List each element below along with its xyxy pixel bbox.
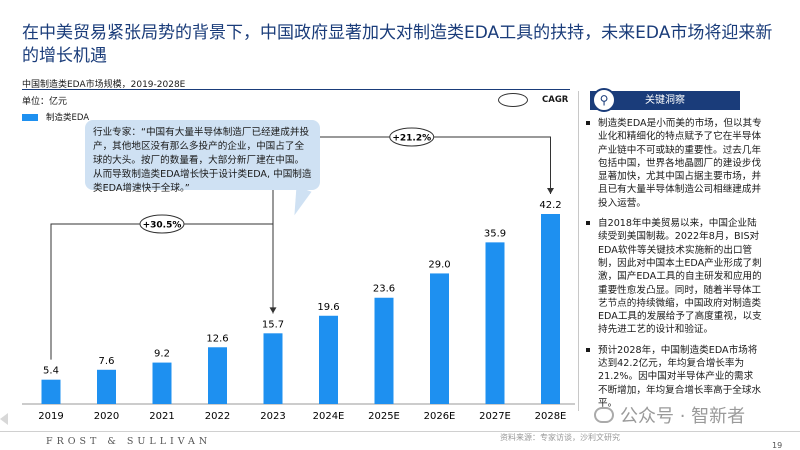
x-tick-label: 2022 — [205, 411, 230, 422]
chart-legend: 制造类EDA — [22, 111, 89, 123]
watermark: 公众号 · 智新者 — [594, 402, 745, 428]
bar-2028E — [541, 214, 560, 404]
page-number: 19 — [772, 441, 783, 450]
footer-rule — [0, 431, 800, 432]
divider — [578, 91, 579, 411]
value-label: 5.4 — [43, 366, 59, 377]
watermark-text: 公众号 · 智新者 — [620, 406, 746, 427]
value-label: 35.9 — [484, 228, 506, 239]
bar-2024E — [319, 315, 338, 404]
bar-2022 — [208, 347, 227, 404]
value-label: 7.6 — [99, 356, 115, 367]
x-tick-label: 2025E — [368, 411, 400, 422]
bar-2025E — [374, 297, 394, 404]
brand-logo: FROST & SULLIVAN — [46, 436, 212, 447]
cagr-oval-icon — [498, 93, 528, 107]
x-tick-label: 2024E — [313, 411, 345, 422]
cagr-bracket — [50, 223, 274, 360]
x-tick-label: 2026E — [424, 411, 456, 422]
x-tick-label: 2023 — [260, 411, 285, 422]
x-tick-label: 2028E — [535, 411, 567, 422]
value-label: 9.2 — [154, 349, 170, 360]
value-label: 15.7 — [262, 319, 284, 330]
value-label: 19.6 — [317, 302, 339, 313]
previous-slide-arrow-icon[interactable] — [0, 413, 8, 425]
unit-label: 单位：亿元 — [22, 97, 68, 107]
wechat-icon — [594, 407, 614, 423]
cagr-legend-label: CAGR — [542, 95, 569, 105]
subtitle-rule — [22, 89, 570, 90]
value-label: 29.0 — [428, 259, 450, 270]
bar-2019 — [41, 379, 61, 404]
bar-2023 — [263, 333, 283, 404]
insight-bullet: 自2018年中美贸易以来，中国企业陆续受到美国制裁。2022年8月，BIS对ED… — [586, 217, 762, 337]
cagr-legend: CAGR — [498, 93, 568, 107]
insight-bullet: 制造类EDA是小而美的市场，但以其专业化和精细化的特点赋予了它在半导体产业链中不… — [586, 117, 762, 210]
bar-2021 — [152, 362, 172, 404]
expert-callout: 行业专家：“中国有大量半导体制造厂已经建成并投产，其他地区没有那么多投产的企业，… — [85, 120, 320, 194]
insight-panel: 制造类EDA是小而美的市场，但以其专业化和精细化的特点赋予了它在半导体产业链中不… — [586, 117, 762, 417]
legend-label: 制造类EDA — [46, 113, 90, 123]
value-label: 12.6 — [206, 333, 228, 344]
cagr-oval — [139, 214, 185, 234]
x-tick-label: 2020 — [94, 411, 119, 422]
chart-subtitle: 中国制造类EDA市场规模，2019-2028E — [22, 80, 186, 90]
insight-bullet: 预计2028年，中国制造类EDA市场将达到42.2亿元，年均复合增长率为21.2… — [586, 344, 762, 410]
bar-2027E — [485, 242, 505, 404]
bar-2020 — [97, 369, 116, 404]
value-label: 42.2 — [539, 200, 561, 211]
page-title: 在中美贸易紧张局势的背景下，中国政府显著加大对制造类EDA工具的扶持，未来EDA… — [22, 23, 773, 66]
cagr-oval — [389, 127, 435, 147]
legend-swatch — [22, 113, 38, 121]
magnifier-icon: ⚲ — [592, 88, 616, 112]
x-tick-label: 2019 — [38, 411, 63, 422]
x-tick-label: 2027E — [479, 411, 511, 422]
source-note: 资料来源：专家访谈，沙利文研究 — [500, 433, 620, 442]
cagr-arrowhead — [547, 188, 554, 194]
cagr-label: +21.2% — [392, 134, 431, 144]
insight-header: 关键洞察 — [590, 91, 740, 110]
bar-2026E — [430, 273, 449, 404]
cagr-label: +30.5% — [143, 221, 182, 231]
value-label: 23.6 — [373, 284, 395, 295]
x-tick-label: 2021 — [149, 411, 174, 422]
